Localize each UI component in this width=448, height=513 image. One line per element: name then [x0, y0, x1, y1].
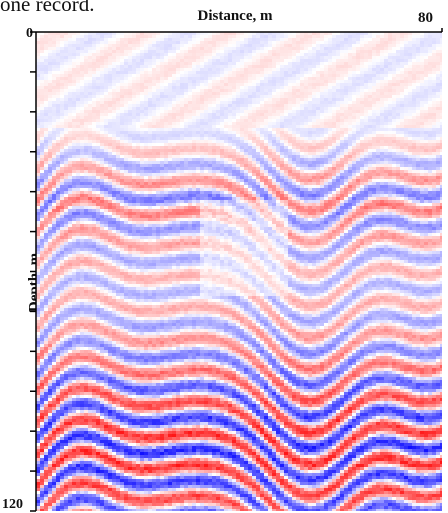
- axes: [30, 28, 443, 512]
- x-tick-label-80: 80: [418, 10, 433, 26]
- chart-title: Distance, m: [197, 8, 273, 24]
- y-tick-label-120: 120: [2, 497, 23, 512]
- y-tick-label-0: 0: [26, 26, 33, 41]
- figure-caption: one record.: [0, 0, 95, 16]
- seismic-heatmap: [36, 32, 442, 511]
